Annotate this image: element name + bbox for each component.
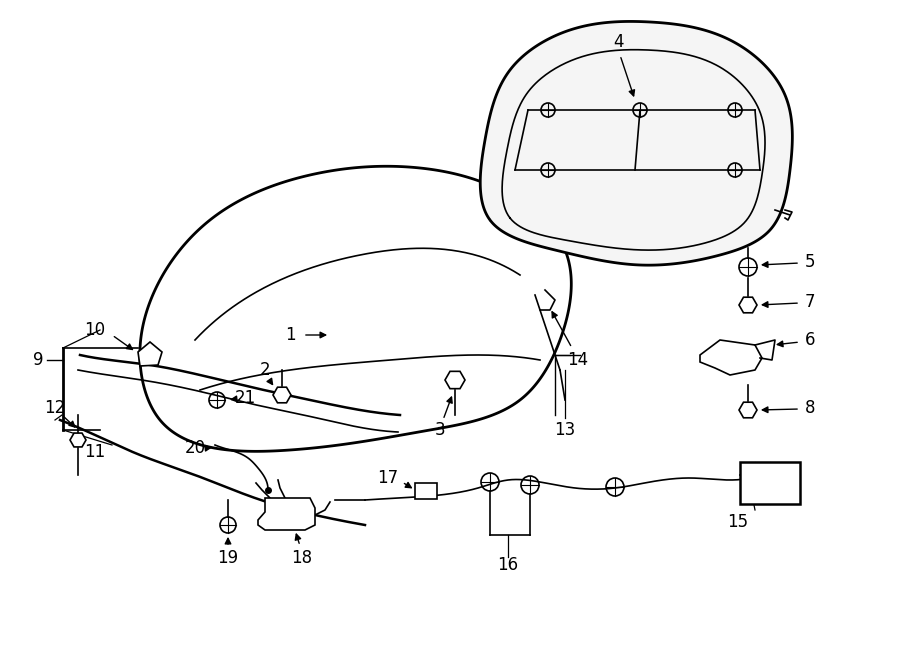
- Polygon shape: [739, 297, 757, 313]
- Text: 21: 21: [234, 389, 256, 407]
- Text: 3: 3: [435, 421, 446, 439]
- Polygon shape: [445, 371, 465, 389]
- Text: 4: 4: [613, 33, 623, 51]
- Text: 7: 7: [805, 293, 815, 311]
- Bar: [415, 483, 437, 499]
- Text: 17: 17: [377, 469, 399, 487]
- FancyBboxPatch shape: [740, 462, 800, 504]
- Text: 20: 20: [184, 439, 205, 457]
- Text: 13: 13: [554, 421, 576, 439]
- Text: 18: 18: [292, 549, 312, 567]
- Polygon shape: [273, 387, 291, 403]
- Polygon shape: [481, 21, 792, 265]
- Polygon shape: [70, 433, 86, 447]
- Text: 10: 10: [85, 321, 105, 339]
- Text: 6: 6: [805, 331, 815, 349]
- Text: 5: 5: [805, 253, 815, 271]
- Text: 2: 2: [260, 361, 270, 379]
- Polygon shape: [739, 402, 757, 418]
- Text: 12: 12: [44, 399, 66, 417]
- Text: 19: 19: [218, 549, 238, 567]
- Text: 16: 16: [498, 556, 518, 574]
- Polygon shape: [700, 340, 762, 375]
- Text: 1: 1: [284, 326, 295, 344]
- Text: 11: 11: [85, 443, 105, 461]
- Text: 15: 15: [727, 513, 749, 531]
- Text: 9: 9: [32, 351, 43, 369]
- Text: 14: 14: [567, 351, 589, 369]
- Polygon shape: [138, 342, 162, 366]
- Polygon shape: [140, 167, 572, 451]
- Text: 8: 8: [805, 399, 815, 417]
- Polygon shape: [258, 498, 315, 530]
